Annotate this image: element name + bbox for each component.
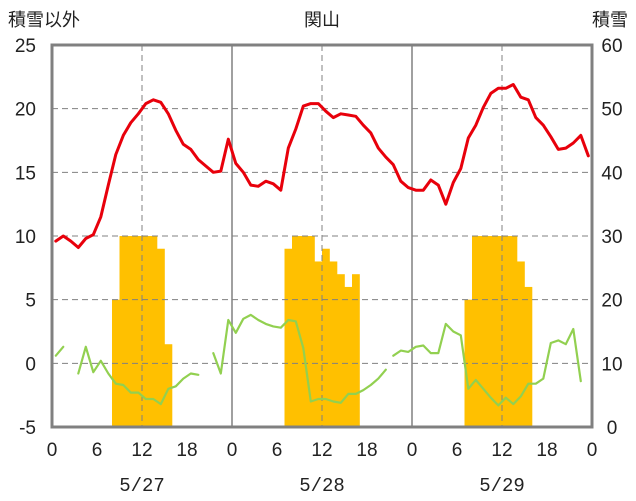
snow-bar <box>127 236 135 427</box>
x-tick-label: 12 <box>131 440 152 461</box>
x-tick-label: 6 <box>272 440 283 461</box>
plot-frame <box>50 43 594 429</box>
snow-depth-bars <box>112 236 533 427</box>
x-tick-label: 18 <box>176 440 197 461</box>
snow-bar <box>344 286 353 427</box>
x-tick-label: 12 <box>311 440 332 461</box>
left-tick-label: 0 <box>25 354 36 375</box>
snow-bar <box>524 286 533 427</box>
snow-bar <box>322 248 330 427</box>
snow-bar <box>119 236 128 427</box>
left-tick-labels: 25 20 15 10 5 0 -5 <box>15 36 36 439</box>
snow-bar <box>479 236 488 427</box>
snow-bar <box>142 236 150 427</box>
snow-bar <box>487 236 495 427</box>
date-label: 5/27 <box>119 475 165 497</box>
x-tick-labels: 0 6 12 18 0 6 12 18 0 6 12 18 0 <box>47 440 598 461</box>
right-tick-label: 50 <box>601 100 622 121</box>
left-tick-label: 5 <box>25 291 36 312</box>
snow-bar <box>149 236 158 427</box>
snow-bar <box>472 236 480 427</box>
dewpoint-line <box>54 345 65 357</box>
snow-bar <box>314 261 323 427</box>
x-tick-label: 0 <box>407 440 418 461</box>
snow-bar <box>134 236 143 427</box>
snow-bar <box>284 248 293 427</box>
dewpoint-line <box>212 313 387 404</box>
right-axis-label: 積雪 <box>592 10 628 31</box>
snow-bar <box>509 236 518 427</box>
x-tick-label: 6 <box>92 440 103 461</box>
left-tick-label: 10 <box>15 227 36 248</box>
x-tick-label: 12 <box>491 440 512 461</box>
right-tick-label: 10 <box>601 354 622 375</box>
series-lines <box>54 83 590 407</box>
snow-bar <box>464 299 473 427</box>
snow-bar <box>329 261 338 427</box>
snow-bar <box>517 261 525 427</box>
date-labels: 5/27 5/28 5/29 <box>119 475 525 497</box>
snow-bar <box>299 236 308 427</box>
right-tick-label: 60 <box>601 36 622 57</box>
left-tick-label: 15 <box>15 163 36 184</box>
right-tick-labels: 60 50 40 30 20 10 0 <box>601 36 622 439</box>
date-label: 5/29 <box>479 475 525 497</box>
plot-border <box>50 43 594 429</box>
left-tick-label: 25 <box>15 36 36 57</box>
right-tick-label: 30 <box>601 227 622 248</box>
x-tick-label: 0 <box>587 440 598 461</box>
snow-bar <box>164 344 173 427</box>
chart-title: 関山 <box>304 10 340 31</box>
right-tick-label: 20 <box>601 291 622 312</box>
x-tick-label: 18 <box>536 440 557 461</box>
x-tick-label: 6 <box>452 440 463 461</box>
snow-bar <box>494 236 503 427</box>
right-tick-label: 0 <box>607 418 618 439</box>
snow-bar <box>307 236 315 427</box>
temperature-line <box>54 83 590 249</box>
x-tick-label: 0 <box>47 440 58 461</box>
x-tick-label: 18 <box>356 440 377 461</box>
left-axis-label: 積雪以外 <box>8 10 80 31</box>
date-label: 5/28 <box>299 475 345 497</box>
snow-bar <box>352 274 360 427</box>
left-tick-label: -5 <box>19 418 36 439</box>
x-tick-label: 0 <box>227 440 238 461</box>
dewpoint-line <box>392 322 582 407</box>
left-tick-label: 20 <box>15 100 36 121</box>
snow-bar <box>157 248 165 427</box>
snow-bar <box>502 236 510 427</box>
snow-bar <box>337 274 345 427</box>
dewpoint-line <box>77 345 200 406</box>
right-tick-label: 40 <box>601 163 622 184</box>
snow-bar <box>292 236 300 427</box>
